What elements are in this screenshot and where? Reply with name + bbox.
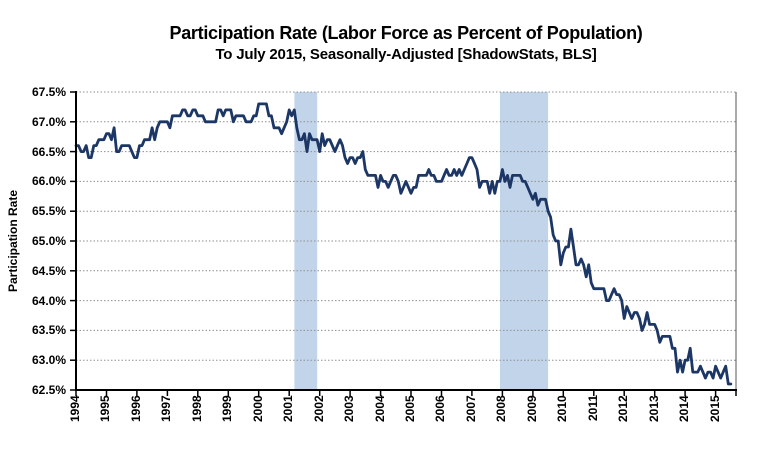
y-tick-label: 64.0% <box>31 293 66 308</box>
plot-area <box>70 91 737 396</box>
x-tick-label: 2001 <box>281 395 296 422</box>
x-tick-label: 2002 <box>311 395 326 422</box>
chart-title: Participation Rate (Labor Force as Perce… <box>169 23 643 43</box>
y-tick-label: 64.5% <box>31 263 66 278</box>
lfpr-series-line <box>74 102 733 386</box>
x-tick-label: 1997 <box>159 395 174 422</box>
x-tick-label: 1995 <box>98 395 113 422</box>
x-tick-label: 1994 <box>68 395 82 422</box>
x-tick-label: 2004 <box>372 395 387 422</box>
x-tick-label: 2014 <box>677 395 692 422</box>
x-tick-label: 2005 <box>403 395 418 422</box>
x-tick-label: 2007 <box>463 395 478 422</box>
x-tick-label: 2013 <box>646 395 661 422</box>
x-tick-label: 2011 <box>585 395 600 422</box>
x-tick-label: 2015 <box>707 395 722 422</box>
x-tick-label: 1996 <box>128 395 143 422</box>
x-tick-label: 1999 <box>220 395 235 422</box>
x-tick-label: 2010 <box>555 395 570 422</box>
x-tick-label: 2003 <box>342 395 357 422</box>
y-tick-label: 62.5% <box>31 383 66 397</box>
x-tick-label: 1998 <box>189 395 204 422</box>
y-tick-label: 65.0% <box>31 234 66 248</box>
y-tick-label: 63.0% <box>31 353 66 368</box>
y-tick-label: 65.5% <box>31 204 66 219</box>
participation-rate-line-chart <box>70 91 737 396</box>
x-tick-label: 2012 <box>616 395 631 422</box>
chart-subtitle: To July 2015, Seasonally-Adjusted [Shado… <box>215 46 597 63</box>
y-tick-label: 66.0% <box>31 174 66 189</box>
x-tick-label: 2009 <box>524 395 539 422</box>
y-tick-label: 66.5% <box>31 144 66 159</box>
x-tick-label: 2006 <box>433 395 448 422</box>
y-tick-label: 67.0% <box>31 114 66 129</box>
x-tick-label: 2000 <box>250 395 265 422</box>
y-tick-label: 63.5% <box>31 323 66 338</box>
recession-2001-band <box>294 92 318 390</box>
y-tick-label: 67.5% <box>31 85 66 99</box>
x-tick-label: 2008 <box>494 395 509 422</box>
